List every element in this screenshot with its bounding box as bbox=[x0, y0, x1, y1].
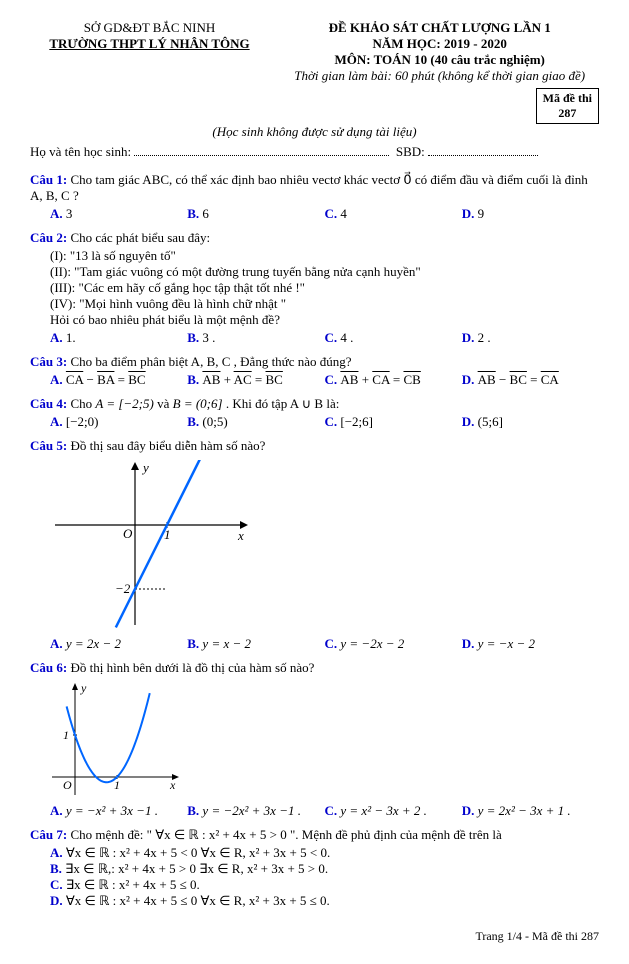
question-1: Câu 1: Cho tam giác ABC, có thể xác định… bbox=[30, 172, 599, 204]
svg-text:−2: −2 bbox=[115, 581, 131, 596]
q5-b: y = x − 2 bbox=[202, 636, 251, 651]
q6-label: Câu 6: bbox=[30, 660, 67, 675]
q7-a: A. ∀x ∈ ℝ : x² + 4x + 5 < 0 ∀x ∈ R, x² +… bbox=[50, 845, 599, 861]
q6-text: Đồ thị hình bên dưới là đồ thị của hàm s… bbox=[70, 660, 314, 675]
exam-note: (Học sinh không được sử dụng tài liệu) bbox=[30, 124, 599, 140]
svg-text:y: y bbox=[80, 682, 87, 695]
q5-label: Câu 5: bbox=[30, 438, 67, 453]
q4-label: Câu 4: bbox=[30, 396, 67, 411]
q7-c: C. ∃x ∈ ℝ : x² + 4x + 5 ≤ 0. bbox=[50, 877, 599, 893]
q7-b: B. ∃x ∈ ℝ,: x² + 4x + 5 > 0 ∃x ∈ R, x² +… bbox=[50, 861, 599, 877]
q7-label: Câu 7: bbox=[30, 827, 67, 842]
dept: SỞ GD&ĐT BẮC NINH bbox=[30, 20, 269, 36]
q2-d: 2 . bbox=[478, 330, 491, 345]
q2-text: Cho các phát biểu sau đây: bbox=[70, 230, 210, 245]
q1-options: A. 3 B. 6 C. 4 D. 9 bbox=[50, 206, 599, 222]
question-6: Câu 6: Đồ thị hình bên dưới là đồ thị củ… bbox=[30, 660, 599, 676]
q4-setA: A = [−2;5) bbox=[95, 396, 153, 411]
q7-text: Cho mệnh đề: " ∀x ∈ ℝ : x² + 4x + 5 > 0 … bbox=[70, 827, 501, 842]
q6-chart: xyO11 bbox=[50, 682, 599, 797]
sbd-label: SBD: bbox=[396, 144, 425, 159]
q4-c: [−2;6] bbox=[340, 414, 373, 429]
q2-ii: (II): "Tam giác vuông có một đường trung… bbox=[50, 264, 599, 280]
q3-d: D. AB − BC = CA bbox=[462, 372, 599, 388]
question-2: Câu 2: Cho các phát biểu sau đây: bbox=[30, 230, 599, 246]
q3-b: B. AB + AC = BC bbox=[187, 372, 324, 388]
q5-options: A. y = 2x − 2 B. y = x − 2 C. y = −2x − … bbox=[50, 636, 599, 652]
q6-d: y = 2x² − 3x + 1 . bbox=[478, 803, 571, 818]
q2-iii: (III): "Các em hãy cố gắng học tập thật … bbox=[50, 280, 599, 296]
q6-options: A. y = −x² + 3x −1 . B. y = −2x² + 3x −1… bbox=[50, 803, 599, 819]
q4-mid: và bbox=[157, 396, 173, 411]
svg-text:O: O bbox=[63, 778, 72, 792]
q4-d: (5;6] bbox=[478, 414, 503, 429]
q4-b: (0;5) bbox=[202, 414, 227, 429]
q5-a: y = 2x − 2 bbox=[66, 636, 121, 651]
q1-label: Câu 1: bbox=[30, 172, 67, 187]
q5-text: Đồ thị sau đây biểu diễn hàm số nào? bbox=[70, 438, 265, 453]
q5-chart: xyO1−2 bbox=[50, 460, 599, 630]
q3-text: Cho ba điểm phân biệt A, B, C , Đẳng thứ… bbox=[70, 354, 351, 369]
sbd-field bbox=[428, 155, 538, 156]
exam-year: NĂM HỌC: 2019 - 2020 bbox=[280, 36, 599, 52]
q1-a: 3 bbox=[66, 206, 73, 221]
exam-title: ĐỀ KHẢO SÁT CHẤT LƯỢNG LẦN 1 bbox=[280, 20, 599, 36]
q1-text: Cho tam giác ABC, có thể xác định bao nh… bbox=[30, 172, 588, 203]
header-right: ĐỀ KHẢO SÁT CHẤT LƯỢNG LẦN 1 NĂM HỌC: 20… bbox=[280, 20, 599, 84]
svg-text:O: O bbox=[123, 526, 133, 541]
exam-header: SỞ GD&ĐT BẮC NINH TRƯỜNG THPT LÝ NHÂN TÔ… bbox=[30, 20, 599, 84]
q7-d: D. ∀x ∈ ℝ : x² + 4x + 5 ≤ 0 ∀x ∈ R, x² +… bbox=[50, 893, 599, 909]
codebox-l1: Mã đề thi bbox=[543, 91, 592, 105]
q1-c: 4 bbox=[340, 206, 347, 221]
exam-subject: MÔN: TOÁN 10 (40 câu trắc nghiệm) bbox=[280, 52, 599, 68]
page-footer: Trang 1/4 - Mã đề thi 287 bbox=[30, 929, 599, 944]
q2-ask: Hỏi có bao nhiêu phát biểu là một mệnh đ… bbox=[50, 312, 599, 328]
svg-text:x: x bbox=[169, 778, 176, 792]
question-5: Câu 5: Đồ thị sau đây biểu diễn hàm số n… bbox=[30, 438, 599, 454]
q5-c: y = −2x − 2 bbox=[340, 636, 404, 651]
q4-options: A. [−2;0) B. (0;5) C. [−2;6] D. (5;6] bbox=[50, 414, 599, 430]
q3-a: A. CA − BA = BC bbox=[50, 372, 187, 388]
name-field bbox=[134, 155, 389, 156]
q2-b: 3 . bbox=[202, 330, 215, 345]
q4-pre: Cho bbox=[70, 396, 95, 411]
q3-c: C. AB + CA = CB bbox=[325, 372, 462, 388]
question-7: Câu 7: Cho mệnh đề: " ∀x ∈ ℝ : x² + 4x +… bbox=[30, 827, 599, 843]
question-4: Câu 4: Cho A = [−2;5) và B = (0;6] . Khi… bbox=[30, 396, 599, 412]
q2-iv: (IV): "Mọi hình vuông đều là hình chữ nh… bbox=[50, 296, 599, 312]
q1-d: 9 bbox=[478, 206, 485, 221]
q6-b: y = −2x² + 3x −1 . bbox=[202, 803, 301, 818]
q3-label: Câu 3: bbox=[30, 354, 67, 369]
q6-a: y = −x² + 3x −1 . bbox=[66, 803, 158, 818]
q2-label: Câu 2: bbox=[30, 230, 67, 245]
q4-post: . Khi đó tập A ∪ B là: bbox=[226, 396, 340, 411]
q2-i: (I): "13 là số nguyên tố" bbox=[50, 248, 599, 264]
student-line: Họ và tên học sinh: SBD: bbox=[30, 144, 599, 160]
q6-c: y = x² − 3x + 2 . bbox=[340, 803, 427, 818]
header-left: SỞ GD&ĐT BẮC NINH TRƯỜNG THPT LÝ NHÂN TÔ… bbox=[30, 20, 269, 84]
q2-c: 4 . bbox=[340, 330, 353, 345]
q2-a: 1. bbox=[66, 330, 76, 345]
svg-text:x: x bbox=[237, 528, 244, 543]
question-3: Câu 3: Cho ba điểm phân biệt A, B, C , Đ… bbox=[30, 354, 599, 370]
q3-options: A. CA − BA = BC B. AB + AC = BC C. AB + … bbox=[50, 372, 599, 388]
exam-time: Thời gian làm bài: 60 phút (không kể thờ… bbox=[280, 68, 599, 84]
q4-a: [−2;0) bbox=[66, 414, 99, 429]
q5-d: y = −x − 2 bbox=[478, 636, 535, 651]
svg-text:1: 1 bbox=[63, 728, 69, 742]
q1-b: 6 bbox=[202, 206, 209, 221]
school: TRƯỜNG THPT LÝ NHÂN TÔNG bbox=[30, 36, 269, 52]
codebox-l2: 287 bbox=[558, 106, 576, 120]
q4-setB: B = (0;6] bbox=[173, 396, 223, 411]
q2-options: A. 1. B. 3 . C. 4 . D. 2 . bbox=[50, 330, 599, 346]
svg-text:y: y bbox=[141, 460, 149, 475]
exam-code-box: Mã đề thi 287 bbox=[536, 88, 599, 124]
name-label: Họ và tên học sinh: bbox=[30, 144, 131, 159]
